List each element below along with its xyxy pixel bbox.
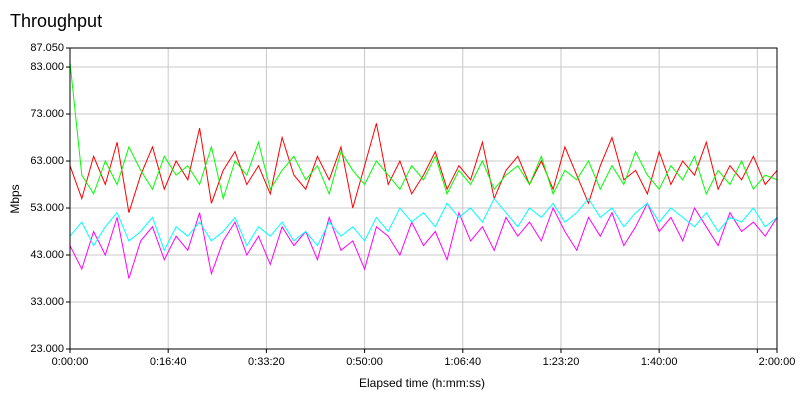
- x-tick-label: 1:06:40: [444, 356, 481, 368]
- x-tick-label: 1:23:20: [543, 356, 580, 368]
- y-tick-label: 83.000: [30, 61, 64, 73]
- y-tick-label: 53.000: [30, 202, 64, 214]
- chart-title: Throughput: [10, 11, 102, 31]
- x-tick-label: 0:33:20: [248, 356, 285, 368]
- x-tick-label: 0:50:00: [346, 356, 383, 368]
- x-tick-label: 2:00:00: [759, 356, 796, 368]
- series-line: [69, 197, 778, 252]
- x-tick-label: 0:00:00: [52, 356, 89, 368]
- x-axis-label: Elapsed time (h:mm:ss): [359, 376, 485, 390]
- series-line: [69, 62, 778, 201]
- y-tick-label: 33.000: [30, 296, 64, 308]
- x-tick-label: 1:40:00: [641, 356, 678, 368]
- y-tick-label: 87.050: [30, 42, 64, 54]
- y-tick-label: 63.000: [30, 155, 64, 167]
- y-tick-label: 23.000: [30, 343, 64, 355]
- plot-border: [69, 47, 778, 350]
- series-line: [69, 202, 778, 279]
- series-line: [69, 123, 778, 213]
- x-tick-label: 0:16:40: [150, 356, 187, 368]
- y-tick-label: 43.000: [30, 249, 64, 261]
- y-axis-label: Mbps: [8, 184, 22, 213]
- y-tick-label: 73.000: [30, 108, 64, 120]
